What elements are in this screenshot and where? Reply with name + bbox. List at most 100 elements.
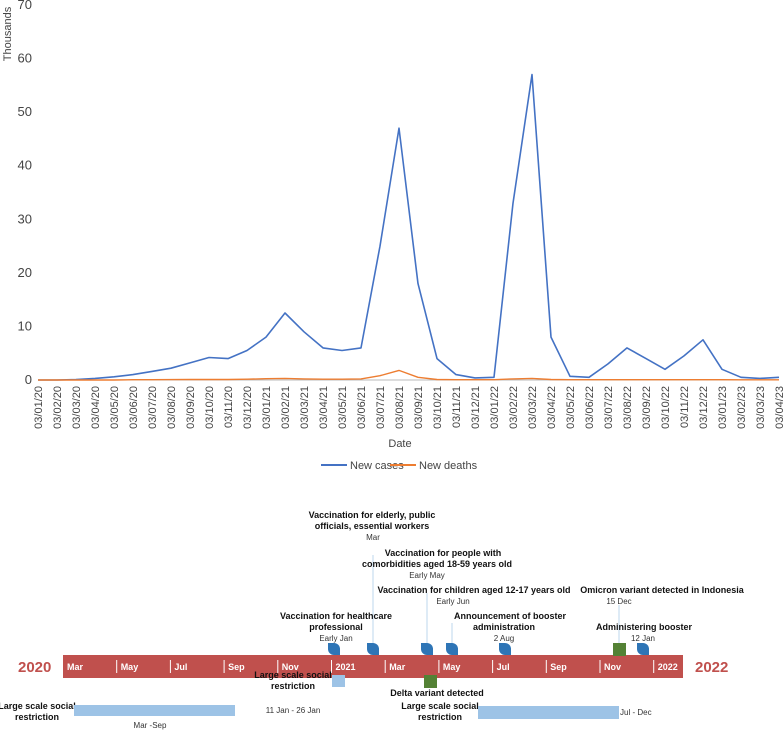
x-tick-label: 03/05/20	[109, 386, 121, 429]
x-tick-label: 03/11/20	[223, 386, 235, 428]
x-tick-label: 03/12/22	[698, 386, 710, 429]
restriction-period: 11 Jan - 26 Jan	[266, 706, 321, 715]
timeline-month-label: Sep	[228, 662, 245, 672]
timeline-figure: 2020 2022 Mar May Jul Sep Nov 2021 Mar May Jul Se…	[0, 510, 745, 730]
x-tick-label: 03/10/20	[204, 386, 216, 429]
timeline-month-label: May	[121, 662, 139, 672]
event-title: Vaccination for children aged 12-17 year…	[377, 585, 570, 595]
restriction-title: restriction	[271, 681, 315, 691]
restriction-title: Large scale social	[0, 701, 76, 711]
event-delta: Delta variant detected	[390, 688, 484, 698]
x-tick-label: 03/08/22	[622, 386, 634, 429]
x-axis-label: Date	[388, 438, 411, 450]
event-omicron: Omicron variant detected in Indonesia 15…	[580, 585, 745, 606]
timeline-month-label: Mar	[67, 662, 84, 672]
omicron-variant-marker	[613, 643, 626, 656]
y-tick-label: 0	[25, 372, 32, 387]
x-tick-label: 03/12/20	[242, 386, 254, 429]
timeline-month-label: May	[443, 662, 461, 672]
timeline-month-label: Mar	[389, 662, 406, 672]
timeline-month-label: Sep	[550, 662, 567, 672]
event-date: Early May	[409, 571, 445, 580]
timeline-month-label: Jul	[174, 662, 187, 672]
x-tick-label: 03/01/20	[33, 386, 45, 429]
x-tick-label: 03/07/20	[147, 386, 159, 429]
event-date: Mar	[366, 533, 380, 542]
year-start-label: 2020	[18, 659, 51, 676]
series-line-new-deaths	[38, 369, 779, 381]
y-axis-label: Thousands	[2, 6, 14, 61]
vaccine-marker-icon	[637, 643, 649, 655]
timeline-month-label: 2022	[658, 662, 678, 672]
event-title: administration	[473, 622, 535, 632]
event-title: officials, essential workers	[315, 521, 430, 531]
x-tick-label: 03/08/21	[394, 386, 406, 429]
x-tick-label: 03/03/21	[299, 386, 311, 429]
event-comorbidities: Vaccination for people with comorbiditie…	[362, 548, 512, 580]
event-date: 2 Aug	[494, 634, 514, 643]
x-tick-label: 03/02/22	[508, 386, 520, 429]
legend: New cases New deaths	[321, 460, 478, 472]
x-tick-label: 03/04/23	[774, 386, 784, 429]
restriction-3: Large scale social restriction Jul - Dec	[401, 701, 651, 722]
x-tick-label: 03/05/21	[337, 386, 349, 429]
x-tick-label: 03/01/23	[717, 386, 729, 429]
legend-label-new-cases: New cases	[350, 460, 404, 472]
x-tick-label: 03/10/21	[432, 386, 444, 429]
event-connectors	[372, 555, 620, 645]
timeline-month-label: Nov	[282, 662, 299, 672]
y-tick-label: 40	[18, 158, 32, 173]
delta-variant-marker	[424, 675, 437, 688]
x-tick-label: 03/04/20	[90, 386, 102, 429]
x-tick-label: 03/04/22	[546, 386, 558, 429]
restriction-bar	[332, 675, 345, 687]
x-tick-label: 03/07/21	[375, 386, 387, 429]
vaccine-marker-icon	[328, 643, 340, 655]
restriction-bar	[478, 706, 619, 719]
y-axis: 0 10 20 30 40 50 60 70	[18, 0, 32, 387]
event-date: 15 Dec	[606, 597, 631, 606]
x-tick-label: 03/10/22	[660, 386, 672, 429]
y-tick-label: 30	[18, 211, 32, 226]
event-booster: Administering booster 12 Jan	[596, 622, 693, 643]
vaccination-markers	[328, 643, 649, 655]
x-tick-label: 03/03/23	[755, 386, 767, 429]
x-axis: 03/01/20 03/02/20 03/03/20 03/04/20 03/05/20…	[33, 386, 784, 429]
event-title: Delta variant detected	[390, 688, 484, 698]
x-tick-label: 03/11/22	[679, 386, 691, 428]
covid-line-chart: Thousands 0 10 20 30 40 50 60 70 03/01/20 03/02/…	[2, 0, 784, 472]
x-tick-label: 03/06/22	[584, 386, 596, 429]
restriction-1: Large scale social restriction Mar -Sep	[0, 701, 235, 730]
event-date: Early Jun	[436, 597, 469, 606]
vaccine-marker-icon	[499, 643, 511, 655]
restriction-2: Large scale social restriction 11 Jan - …	[254, 670, 345, 715]
timeline-month-label: Nov	[604, 662, 621, 672]
x-tick-label: 03/09/21	[413, 386, 425, 429]
restriction-period: Mar -Sep	[134, 721, 167, 730]
y-tick-label: 10	[18, 318, 32, 333]
event-title: Vaccination for elderly, public	[309, 510, 436, 520]
series-lines	[38, 73, 780, 381]
event-healthcare: Vaccination for healthcare professional …	[280, 611, 392, 643]
x-tick-label: 03/06/20	[128, 386, 140, 429]
timeline-month-label: Jul	[497, 662, 510, 672]
restriction-period: Jul - Dec	[620, 708, 652, 717]
event-date: Early Jan	[319, 634, 352, 643]
vaccine-marker-icon	[367, 643, 379, 655]
timeline-months: Mar May Jul Sep Nov 2021 Mar May Jul Sep Nov 2022	[67, 660, 678, 673]
legend-label-new-deaths: New deaths	[419, 460, 478, 472]
x-tick-label: 03/03/22	[527, 386, 539, 429]
restriction-title: restriction	[418, 712, 462, 722]
x-tick-label: 03/02/23	[736, 386, 748, 429]
x-tick-label: 03/05/22	[565, 386, 577, 429]
event-booster-announcement: Announcement of booster administration 2…	[454, 611, 566, 643]
x-tick-label: 03/01/21	[261, 386, 273, 429]
restriction-title: restriction	[15, 712, 59, 722]
x-tick-label: 03/11/21	[451, 386, 463, 428]
y-tick-label: 70	[18, 0, 32, 12]
x-tick-label: 03/09/22	[641, 386, 653, 429]
event-title: Vaccination for healthcare	[280, 611, 392, 621]
year-end-label: 2022	[695, 659, 728, 676]
timeline-month-label: 2021	[336, 662, 356, 672]
series-line-new-cases	[38, 73, 780, 381]
